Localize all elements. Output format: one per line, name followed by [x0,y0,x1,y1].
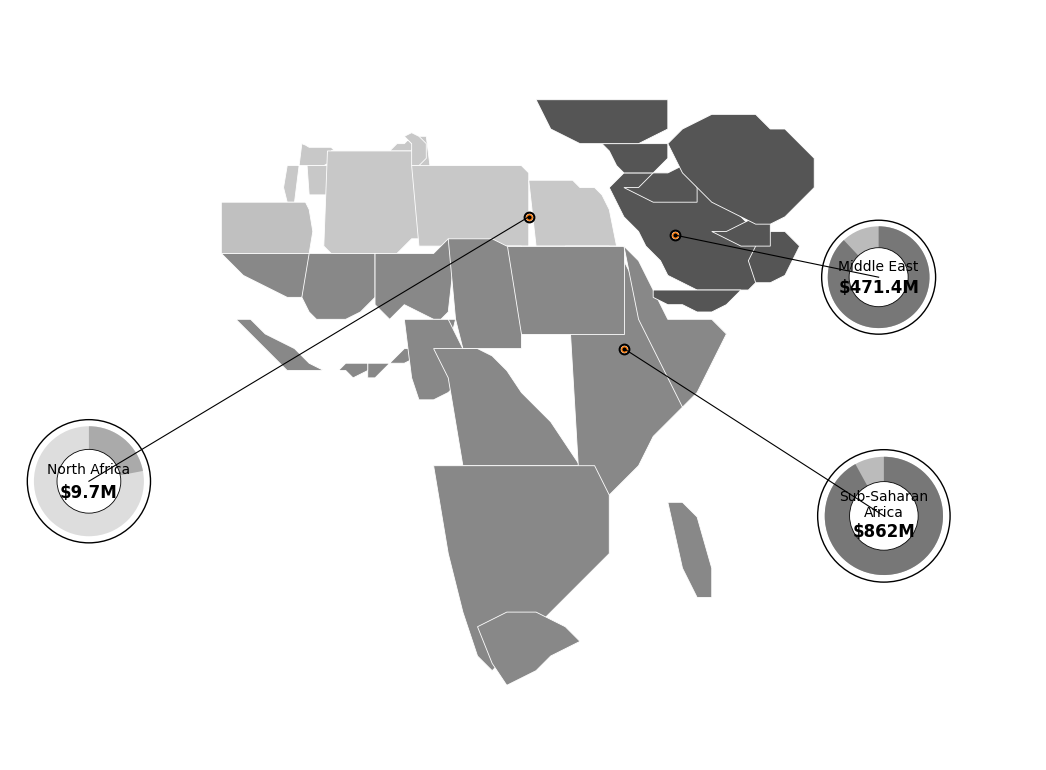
Circle shape [849,481,918,551]
Polygon shape [449,239,522,349]
Wedge shape [827,226,930,328]
Polygon shape [302,253,376,320]
Polygon shape [565,246,726,495]
Polygon shape [667,502,711,598]
Text: $862M: $862M [852,524,915,541]
Polygon shape [405,132,427,166]
Polygon shape [609,173,784,290]
Wedge shape [827,226,930,328]
Polygon shape [376,239,456,320]
Text: $471.4M: $471.4M [838,280,919,297]
Polygon shape [434,466,609,671]
Wedge shape [824,457,943,575]
Polygon shape [222,305,368,378]
Polygon shape [368,320,456,378]
Text: Sub-Saharan: Sub-Saharan [839,490,929,504]
Polygon shape [507,246,623,334]
Polygon shape [529,180,616,246]
Wedge shape [33,427,144,536]
Polygon shape [222,203,313,253]
Wedge shape [89,427,143,475]
Polygon shape [222,253,313,297]
Text: Africa: Africa [864,506,904,520]
Polygon shape [667,115,814,224]
Polygon shape [507,246,623,334]
Polygon shape [434,349,579,466]
Polygon shape [283,144,337,203]
Text: North Africa: North Africa [47,464,131,477]
Polygon shape [711,217,770,246]
Polygon shape [302,144,412,195]
Wedge shape [824,457,943,575]
Text: $9.7M: $9.7M [60,484,118,502]
Circle shape [58,450,120,513]
Circle shape [849,248,908,306]
Polygon shape [412,166,529,246]
Polygon shape [601,144,667,173]
Polygon shape [324,136,434,253]
Polygon shape [478,612,579,685]
Polygon shape [653,290,741,312]
Polygon shape [623,246,726,407]
Polygon shape [748,232,799,283]
Polygon shape [332,132,415,151]
Text: Middle East: Middle East [839,260,918,274]
Polygon shape [623,166,697,203]
Polygon shape [537,100,667,144]
Polygon shape [405,320,463,400]
